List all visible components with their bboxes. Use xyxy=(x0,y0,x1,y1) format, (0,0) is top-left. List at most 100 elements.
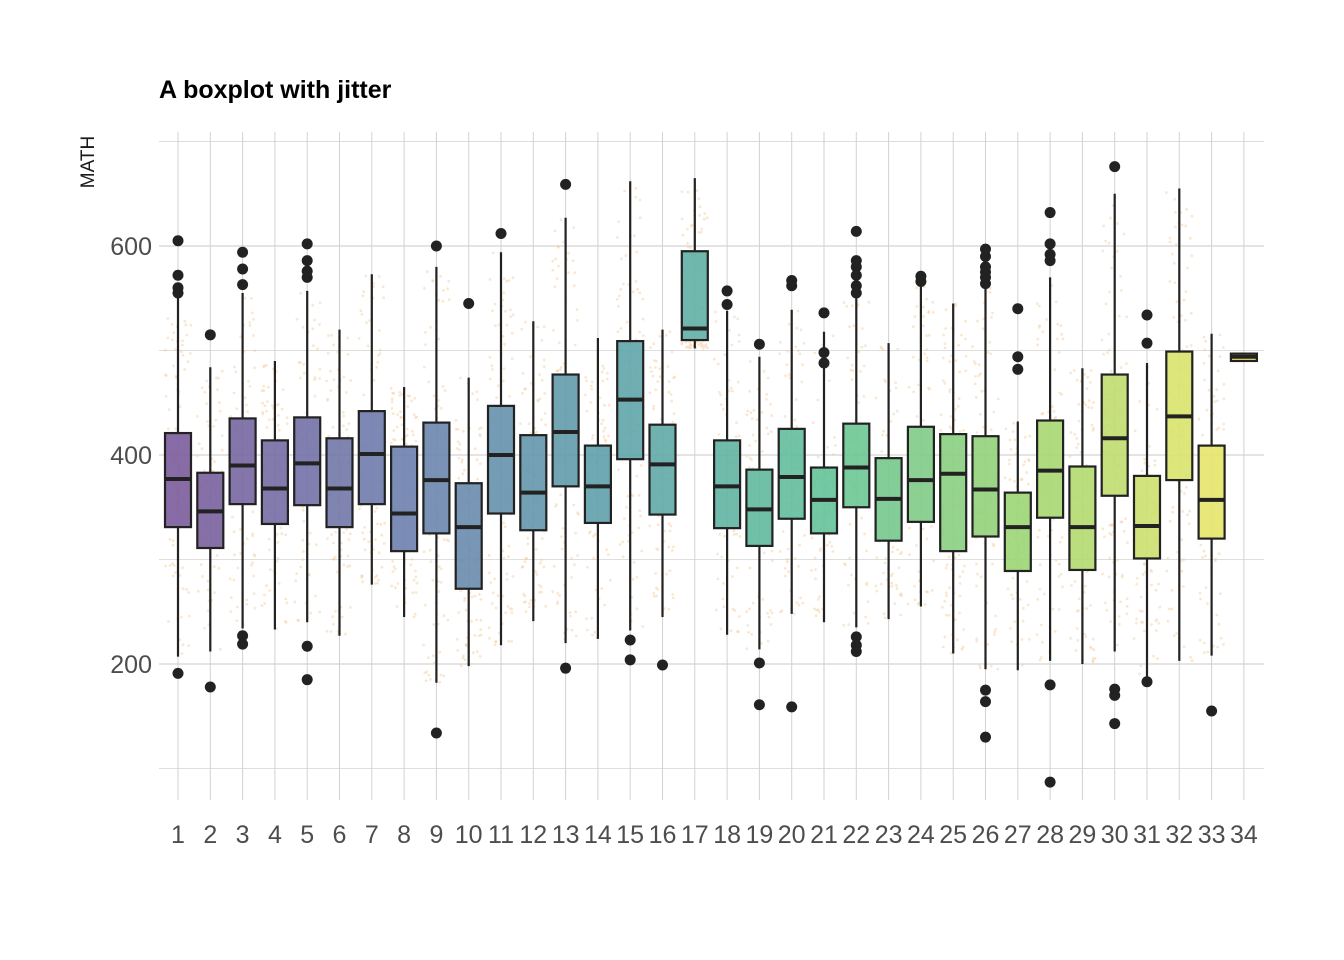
jitter-point xyxy=(913,584,916,588)
jitter-point xyxy=(883,616,887,620)
jitter-point xyxy=(925,590,928,593)
jitter-point xyxy=(390,441,393,445)
jitter-point xyxy=(395,605,399,608)
jitter-point xyxy=(1037,325,1041,329)
jitter-point xyxy=(894,386,898,390)
jitter-point xyxy=(892,412,896,416)
jitter-point xyxy=(658,367,662,371)
jitter-point xyxy=(217,376,220,380)
jitter-point xyxy=(898,552,902,556)
jitter-point xyxy=(591,437,594,440)
jitter-point xyxy=(431,578,435,582)
outlier-point xyxy=(1044,207,1056,219)
x-tick-label: 11 xyxy=(488,821,514,849)
jitter-point xyxy=(601,379,605,383)
x-tick-label: 18 xyxy=(713,821,741,849)
jitter-point xyxy=(1133,429,1137,433)
jitter-point xyxy=(748,360,752,363)
jitter-point xyxy=(475,458,479,462)
jitter-point xyxy=(697,197,701,201)
jitter-point xyxy=(1190,311,1193,315)
jitter-point xyxy=(263,364,266,368)
jitter-point xyxy=(1087,406,1090,409)
jitter-point xyxy=(975,431,979,435)
jitter-point xyxy=(1217,552,1221,556)
jitter-point xyxy=(765,426,769,430)
jitter-point xyxy=(831,550,835,553)
jitter-point xyxy=(770,611,774,615)
jitter-point xyxy=(1075,609,1079,613)
jitter-point xyxy=(275,403,279,407)
jitter-point xyxy=(1138,672,1141,676)
jitter-point xyxy=(680,341,684,344)
outlier-point xyxy=(786,274,798,286)
jitter-point xyxy=(1025,580,1029,583)
box-group-27 xyxy=(1003,303,1032,671)
jitter-point xyxy=(569,614,572,618)
jitter-point xyxy=(167,620,170,623)
jitter-point xyxy=(688,342,692,346)
jitter-point xyxy=(524,320,527,324)
jitter-point xyxy=(556,600,560,604)
jitter-point xyxy=(399,416,403,420)
jitter-point xyxy=(1089,381,1092,384)
jitter-point xyxy=(603,438,607,442)
jitter-point xyxy=(889,420,893,423)
jitter-point xyxy=(496,384,500,388)
jitter-point xyxy=(463,658,467,662)
jitter-point xyxy=(519,422,522,426)
jitter-point xyxy=(295,572,298,575)
jitter-point xyxy=(1018,597,1022,601)
box-group-14 xyxy=(583,337,613,639)
x-tick-label: 27 xyxy=(1004,821,1032,849)
jitter-point xyxy=(205,379,209,383)
jitter-point xyxy=(899,592,903,596)
jitter-point xyxy=(1109,369,1113,373)
jitter-point xyxy=(860,327,864,330)
jitter-point xyxy=(414,416,418,419)
jitter-point xyxy=(911,325,915,329)
jitter-point xyxy=(478,427,481,431)
jitter-point xyxy=(1125,362,1128,365)
jitter-point xyxy=(201,575,205,578)
jitter-point xyxy=(1158,605,1162,609)
jitter-point xyxy=(831,334,835,338)
jitter-point xyxy=(589,401,593,404)
box xyxy=(1003,491,1032,573)
jitter-point xyxy=(1107,575,1111,579)
jitter-point xyxy=(755,418,759,421)
x-tick-label: 4 xyxy=(268,821,282,849)
jitter-point xyxy=(847,623,851,626)
jitter-point xyxy=(639,514,642,518)
box xyxy=(260,439,289,526)
jitter-point xyxy=(625,506,628,509)
jitter-point xyxy=(587,531,591,535)
jitter-point xyxy=(915,286,918,290)
jitter-point xyxy=(813,556,817,560)
outlier-point xyxy=(1044,776,1056,788)
jitter-point xyxy=(895,409,899,413)
jitter-point xyxy=(1027,458,1030,461)
jitter-point xyxy=(505,279,509,283)
jitter-point xyxy=(1104,302,1108,306)
outlier-point xyxy=(1012,351,1024,363)
jitter-point xyxy=(213,460,217,464)
jitter-point xyxy=(930,525,933,528)
jitter-point xyxy=(908,526,911,530)
x-tick-label: 34 xyxy=(1230,821,1258,849)
jitter-point xyxy=(633,234,636,238)
jitter-point xyxy=(779,610,783,614)
box xyxy=(648,423,677,516)
jitter-point xyxy=(849,368,853,372)
jitter-point xyxy=(1171,510,1174,514)
jitter-point xyxy=(213,591,216,594)
jitter-point xyxy=(441,385,445,388)
jitter-point xyxy=(436,622,440,626)
jitter-point xyxy=(457,476,461,480)
outlier-point xyxy=(1012,363,1024,375)
jitter-point xyxy=(1104,239,1107,243)
jitter-point xyxy=(1089,604,1092,607)
jitter-point xyxy=(368,319,371,322)
jitter-point xyxy=(1132,637,1136,640)
jitter-point xyxy=(1038,324,1042,327)
